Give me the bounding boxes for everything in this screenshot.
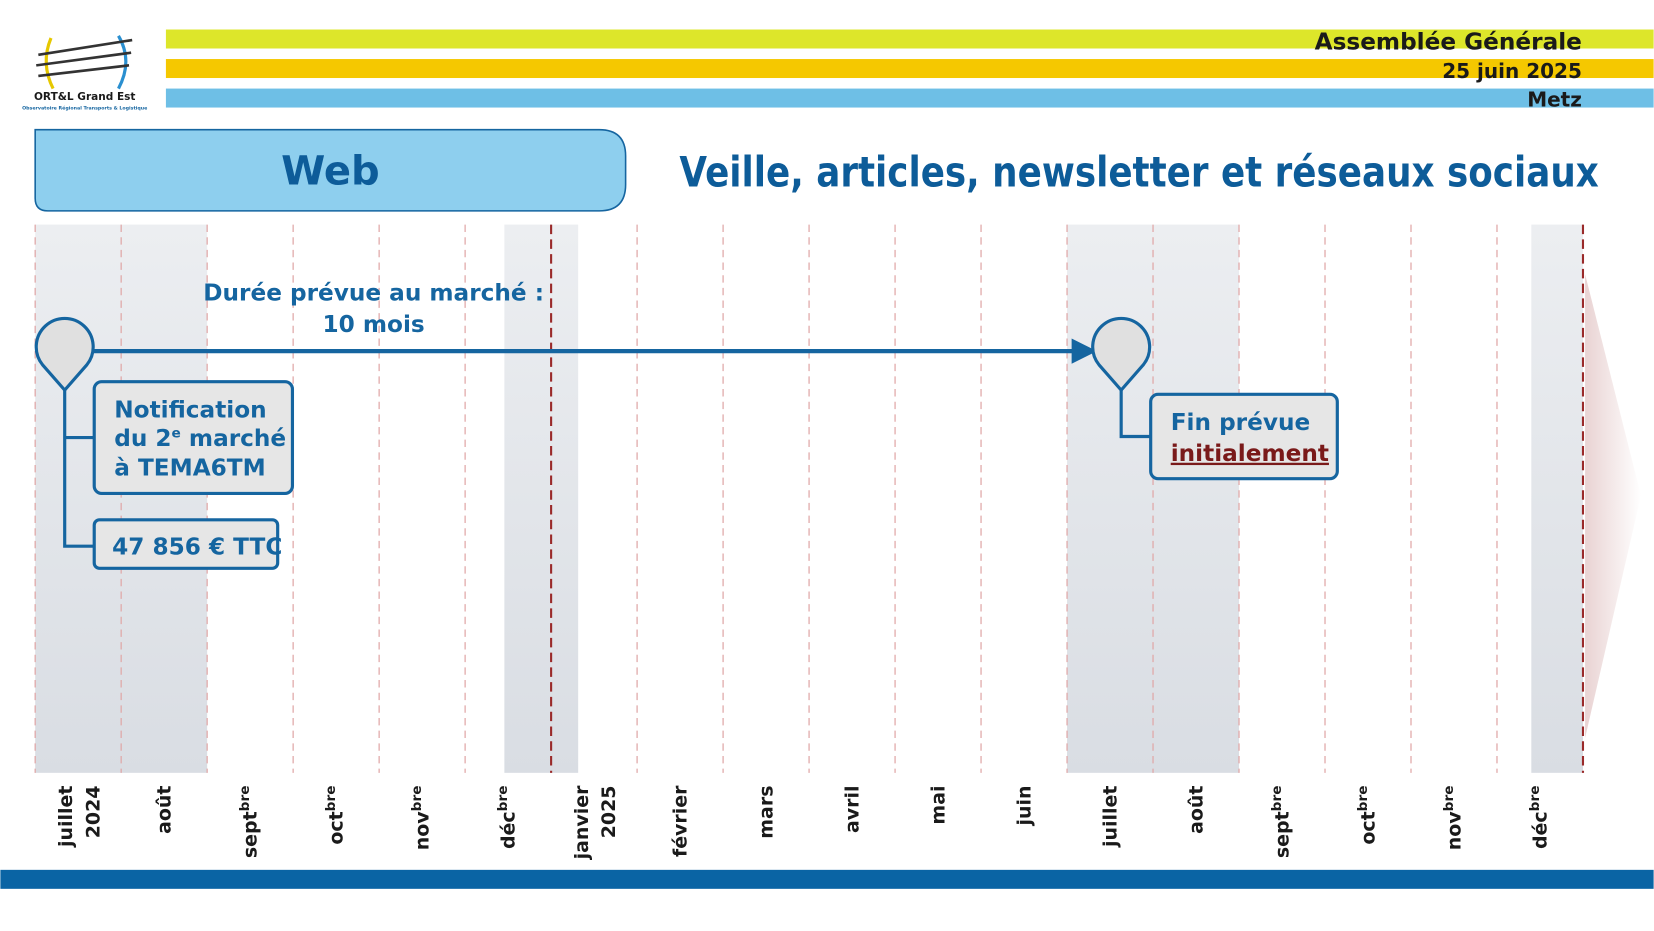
month-label: septbre (237, 785, 261, 858)
month-name: nov (411, 811, 433, 851)
end-line-emphasis: initialement (1171, 440, 1329, 467)
notification-box (92, 380, 295, 496)
month-label: mars (755, 785, 777, 838)
shaded-period (504, 224, 579, 773)
month-label: août (1185, 785, 1207, 833)
month-label: janvier (571, 785, 593, 861)
month-name: juillet (1099, 785, 1121, 847)
month-label: novbre (1441, 785, 1465, 850)
continuation-arrow (1585, 274, 1641, 739)
month-name: oct (325, 811, 347, 844)
month-label: juillet (1099, 785, 1121, 847)
year-label: 2025 (598, 785, 620, 838)
month-name: juillet (55, 785, 77, 847)
month-label: juin (1013, 785, 1035, 826)
logo-lines (36, 38, 133, 78)
month-suffix: bre (1269, 785, 1285, 811)
text: du 2 (114, 425, 171, 452)
month-suffix: bre (495, 785, 511, 811)
month-name: nov (1443, 811, 1465, 851)
month-name: sept (239, 811, 261, 858)
month-labels: juillet 2024 aoûtseptbreoctbrenovbredécbre… (55, 785, 1551, 861)
month-name: déc (497, 811, 519, 849)
month-name: oct (1357, 811, 1379, 844)
logo-subtitle: Observatoire Régional Transports & Logis… (22, 105, 147, 112)
month-name: février (669, 785, 691, 857)
month-label: décbre (1527, 785, 1551, 849)
timeline-grid (34, 224, 1585, 773)
end-line: Fin prévue (1171, 409, 1310, 436)
notification-line: à TEMA6TM (114, 455, 265, 482)
month-name: juin (1013, 785, 1035, 826)
superscript: e (172, 426, 181, 442)
month-label: octbre (1355, 785, 1379, 844)
month-name: août (1185, 785, 1207, 833)
band-orange (165, 59, 1654, 79)
start-pin (34, 316, 95, 393)
month-name: mai (927, 785, 949, 824)
month-label: février (669, 785, 691, 857)
month-label: octbre (323, 785, 347, 844)
month-suffix: bre (323, 785, 339, 811)
month-suffix: bre (1527, 785, 1543, 811)
background (0, 29, 1654, 889)
logo-arc (117, 35, 128, 90)
month-label: mai (927, 785, 949, 824)
month-label: novbre (409, 785, 433, 850)
logo-name: ORT&L Grand Est (34, 91, 135, 103)
duration-value: 10 mois (323, 311, 425, 338)
end-pin (1091, 316, 1152, 393)
end-box (1149, 392, 1339, 481)
text: Notification (114, 397, 266, 424)
month-name: déc (1529, 811, 1551, 849)
year-label: 2024 (82, 785, 104, 838)
section-box (34, 128, 627, 212)
text: marché (181, 425, 286, 452)
connector (63, 390, 95, 548)
month-name: avril (841, 785, 863, 833)
month-suffix: bre (1355, 785, 1371, 811)
heading: Veille, articles, newsletter et réseaux … (679, 148, 1598, 197)
month-label: juillet (55, 785, 77, 847)
footer-bar (0, 869, 1654, 889)
section-title: Web (281, 149, 380, 195)
month-suffix: bre (409, 785, 425, 811)
notification-line: du 2e marché (114, 425, 286, 452)
month-name: août (153, 785, 175, 833)
band-yellow (165, 29, 1654, 49)
amount-box (92, 518, 280, 570)
month-suffix: bre (237, 785, 253, 811)
duration-label: Durée prévue au marché : (203, 279, 544, 306)
month-label: août (153, 785, 175, 833)
band-blue (165, 88, 1654, 108)
month-name: sept (1271, 811, 1293, 858)
arrow-head (1071, 338, 1097, 364)
shaded-period (1531, 224, 1583, 773)
connector (1119, 390, 1151, 439)
event: Assemblée Générale (1315, 29, 1582, 56)
logo: ORT&L Grand Est Observatoire Régional Tr… (22, 35, 147, 112)
notification-line: Notification (114, 397, 266, 424)
month-label: avril (841, 785, 863, 833)
month-label: septbre (1269, 785, 1293, 858)
amount: 47 856 € TTC (112, 534, 282, 561)
month-name: mars (755, 785, 777, 838)
place: Metz (1527, 87, 1582, 111)
text: à TEMA6TM (114, 455, 265, 482)
date: 25 juin 2025 (1442, 59, 1582, 83)
month-suffix: bre (1441, 785, 1457, 811)
month-label: décbre (495, 785, 519, 849)
month-name: janvier (571, 785, 593, 861)
